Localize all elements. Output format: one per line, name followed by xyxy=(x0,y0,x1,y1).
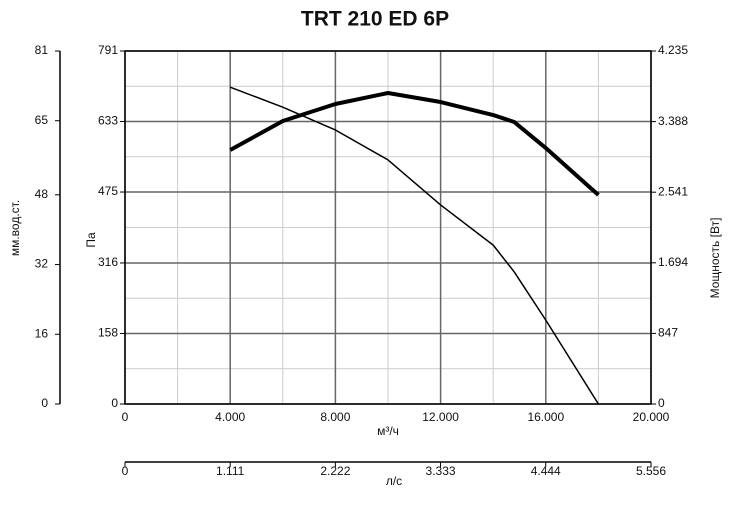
x-tick-label: 0 xyxy=(122,410,129,424)
y3-tick-label: 0 xyxy=(41,396,48,410)
x2-axis-label: л/с xyxy=(386,474,402,488)
y-axis-label: Па xyxy=(84,232,98,248)
y2-tick-label: 3.388 xyxy=(658,114,688,128)
y3-tick-label: 32 xyxy=(35,257,49,271)
x2-tick-label: 0 xyxy=(122,464,129,478)
x-tick-label: 8.000 xyxy=(320,410,350,424)
y3-tick-label: 48 xyxy=(35,187,49,201)
series-line xyxy=(229,91,600,197)
series-line xyxy=(229,86,600,405)
y2-tick-label: 0 xyxy=(658,396,665,410)
y2-tick-label: 1.694 xyxy=(658,255,688,269)
y-tick-label: 791 xyxy=(98,43,118,57)
x2-tick-label: 4.444 xyxy=(531,464,561,478)
chart-title: TRT 210 ED 6P xyxy=(301,8,449,31)
x-tick-label: 12.000 xyxy=(422,410,459,424)
x2-tick-label: 5.556 xyxy=(636,464,666,478)
y2-tick-label: 2.541 xyxy=(658,184,688,198)
x-tick-label: 20.000 xyxy=(633,410,670,424)
y2-axis-label: Мощность [Вт] xyxy=(708,218,722,299)
x-tick-label: 16.000 xyxy=(527,410,564,424)
plot-frame xyxy=(124,50,652,405)
y-tick-label: 158 xyxy=(98,326,118,340)
y-tick-label: 475 xyxy=(98,184,118,198)
y-tick-label: 0 xyxy=(111,396,118,410)
y2-tick-label: 847 xyxy=(658,326,678,340)
x2-tick-label: 2.222 xyxy=(320,464,350,478)
x2-tick-label: 1.111 xyxy=(216,464,245,478)
y3-tick-label: 16 xyxy=(35,326,49,340)
y3-tick-label: 65 xyxy=(35,113,49,127)
y3-tick-label: 81 xyxy=(35,43,49,57)
y-tick-label: 316 xyxy=(98,255,118,269)
y-tick-label: 633 xyxy=(98,114,118,128)
x-axis-label: м³/ч xyxy=(377,424,399,438)
x2-tick-label: 3.333 xyxy=(426,464,456,478)
y2-tick-label: 4.235 xyxy=(658,43,688,57)
x-tick-label: 4.000 xyxy=(215,410,245,424)
y3-axis-label: мм.вод.ст. xyxy=(8,200,22,256)
